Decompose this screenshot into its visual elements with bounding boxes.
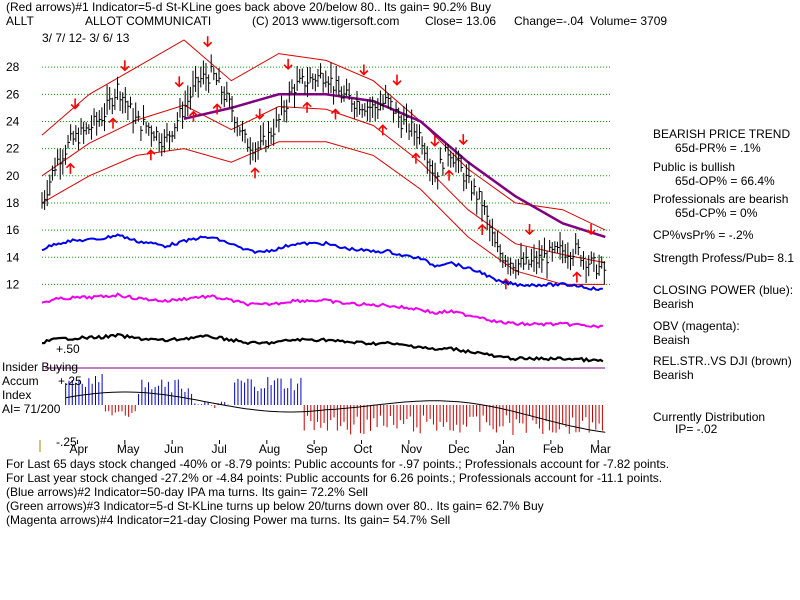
ai-minus-label: -.25 (56, 435, 77, 449)
x-tick-label-apr: Apr (70, 442, 89, 456)
y-tick-label-12: 12 (6, 277, 20, 291)
footer-line4: (Green arrows)#3 Indicator=5-d St-KLine … (6, 499, 544, 513)
footer-line1: For Last 65 days stock changed -40% or -… (6, 457, 670, 471)
ai-moving-average (65, 391, 606, 433)
sell-arrow (120, 60, 130, 72)
pros-title: Professionals are bearish (653, 192, 789, 206)
y-tick-label-26: 26 (6, 87, 20, 101)
cp-value: Bearish (653, 297, 694, 311)
x-tick-label-dec: Dec (448, 442, 469, 456)
sell-arrow (203, 36, 213, 48)
cp-title: CLOSING POWER (blue): (653, 283, 794, 297)
x-axis-labels: Apr May Jun Jul Aug Sep Oct Nov Dec Jan Feb Mar (70, 440, 611, 456)
ai-plus-label: +.25 (58, 374, 82, 388)
buy-arrow (188, 110, 199, 122)
buy-arrow (250, 167, 260, 179)
accum-index-histogram (39, 374, 606, 452)
y-tick-label-28: 28 (6, 60, 20, 74)
ticker: ALLT (6, 14, 34, 28)
x-tick-label-sep: Sep (306, 442, 328, 456)
sell-arrow (70, 98, 80, 110)
close-value: Close= 13.06 (425, 14, 497, 28)
buy-arrow (477, 223, 487, 235)
indicator-lines (41, 233, 604, 363)
y-tick-label-20: 20 (6, 169, 20, 183)
trend-title: BEARISH PRICE TREND (653, 127, 791, 141)
buy-arrow (302, 101, 312, 113)
sell-arrow (586, 224, 596, 236)
sell-arrow (458, 134, 468, 146)
price-bands (41, 39, 606, 285)
y-tick-label-14: 14 (6, 250, 20, 264)
sell-arrow (255, 108, 265, 120)
trend-value: 65d-PR% = .1% (675, 141, 761, 155)
public-title: Public is bullish (653, 160, 736, 174)
public-value: 65d-OP% = 66.4% (675, 174, 775, 188)
rel-value: Bearish (653, 368, 694, 382)
sell-arrow (524, 224, 535, 236)
date-range: 3/ 7/ 12- 3/ 6/ 13 (42, 31, 130, 45)
y-tick-label-16: 16 (6, 223, 20, 237)
dist-title: Currently Distribution (653, 410, 766, 424)
y-tick-label-24: 24 (6, 114, 20, 128)
ai-value: AI= 71/200 (2, 402, 61, 416)
x-tick-label-oct: Oct (354, 442, 373, 456)
volume-value: Volume= 3709 (590, 14, 668, 28)
insider-label: Insider Buying (2, 360, 79, 374)
strength-value: Strength Profess/Pub= 8.1 (653, 251, 795, 265)
indicator1-line: (Red arrows)#1 Indicator=5-d St-KLine go… (6, 0, 491, 14)
x-tick-label-jul: Jul (212, 442, 227, 456)
y-axis-labels: 12 14 16 18 20 22 24 26 28 (6, 60, 20, 291)
buy-arrow (572, 271, 582, 283)
upper-band-line (41, 39, 606, 231)
moving-average-line (183, 93, 606, 239)
buy-arrow (444, 169, 454, 181)
lower-band-line (41, 141, 606, 285)
rel-strength-line (41, 332, 604, 363)
sell-arrow (392, 74, 402, 86)
index-label: Index (2, 388, 32, 402)
buy-arrow (378, 124, 388, 136)
closing-power-line (41, 233, 603, 292)
x-tick-label-feb: Feb (543, 442, 564, 456)
dist-value: IP= -.02 (675, 422, 718, 436)
pros-value: 65d-CP% = 0% (675, 206, 758, 220)
rel-fifty-label: +.50 (56, 342, 80, 356)
x-tick-label-jan: Jan (496, 442, 515, 456)
buy-arrow (108, 117, 118, 129)
accum-label: Accum (2, 374, 39, 388)
x-tick-label-mar: Mar (590, 442, 611, 456)
x-tick-label-jun: Jun (164, 442, 183, 456)
sell-arrow (430, 135, 440, 147)
x-tick-label-nov: Nov (401, 442, 422, 456)
buy-arrow (146, 149, 156, 161)
x-tick-label-may: May (117, 442, 140, 456)
change-value: Change=-.04 (514, 14, 584, 28)
obv-value: Beaish (653, 333, 690, 347)
buy-arrow (65, 162, 75, 174)
price-series (41, 36, 607, 290)
sell-arrow (174, 76, 184, 88)
buy-arrow (330, 108, 341, 120)
sell-arrow (283, 58, 293, 70)
y-tick-label-22: 22 (6, 142, 20, 156)
footer-line2: For Last year stock changed -27.2% or -4… (6, 471, 663, 485)
company-name: ALLOT COMMUNICATI (85, 14, 212, 28)
buy-arrow (212, 103, 222, 115)
copyright: (C) 2013 www.tigersoft.com (252, 14, 400, 28)
x-tick-label-aug: Aug (259, 442, 280, 456)
obv-line (41, 292, 603, 329)
sell-arrow (359, 64, 369, 76)
y-tick-label-18: 18 (6, 196, 20, 210)
inner-band-line (41, 104, 606, 264)
footer-line3: (Blue arrows)#2 Indicator=50-day IPA ma … (6, 485, 368, 499)
buy-arrow (411, 152, 421, 164)
footer-line5: (Magenta arrows)#4 Indicator=21-day Clos… (6, 513, 451, 527)
obv-title: OBV (magenta): (653, 319, 740, 333)
cpvspr-value: CP%vsPr% = -.2% (653, 228, 754, 242)
rel-title: REL.STR..VS DJI (brown) (653, 354, 792, 368)
gridlines (42, 66, 610, 285)
